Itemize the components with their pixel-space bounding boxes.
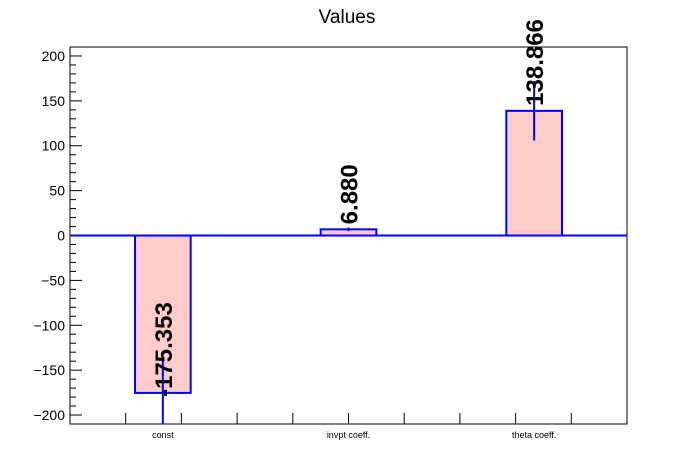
x-category-label: invpt coeff. [327, 430, 370, 440]
bars [133, 109, 564, 394]
y-tick-label: 100 [42, 138, 66, 154]
y-tick-label: 0 [57, 228, 65, 244]
data-labels: -175.353 6.880 138.866 [151, 19, 549, 397]
y-tick-label: 200 [42, 48, 66, 64]
y-tick-label: −200 [33, 407, 65, 423]
data-label: -175.353 [151, 302, 178, 397]
chart-title: Values [319, 7, 376, 28]
y-tick-label: −50 [41, 272, 65, 288]
x-category-label: theta coeff. [512, 430, 556, 440]
data-label: 138.866 [522, 19, 549, 106]
y-tick-label: −150 [33, 362, 65, 378]
y-tick-label: −100 [33, 317, 65, 333]
y-tick-label: 50 [49, 183, 65, 199]
y-tick-label: 150 [42, 93, 66, 109]
x-category-label: const [152, 430, 174, 440]
data-label: 6.880 [337, 164, 364, 224]
x-axis: const invpt coeff. theta coeff. [125, 413, 572, 440]
error-bars [161, 81, 536, 424]
